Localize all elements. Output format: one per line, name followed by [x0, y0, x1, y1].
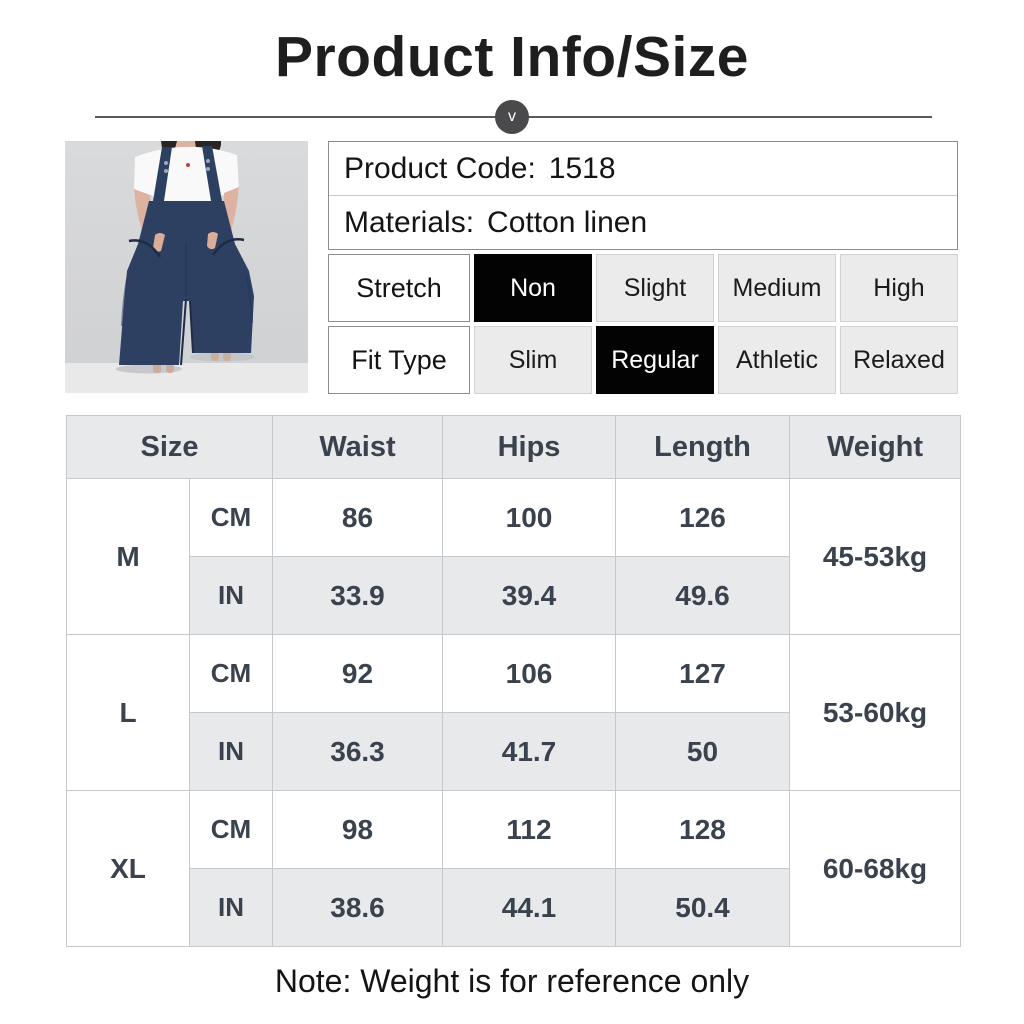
m-weight: 45-53kg [789, 478, 961, 635]
table-row: IN 33.9 39.4 49.6 [67, 556, 961, 635]
photo-floor [65, 363, 308, 393]
fit-option-slim: Slim [474, 326, 592, 394]
size-l: L [66, 634, 190, 791]
fit-type-label: Fit Type [328, 326, 470, 394]
unit-cm: CM [189, 790, 273, 869]
stretch-row: Stretch Non Slight Medium High [328, 254, 958, 322]
fit-option-regular: Regular [596, 326, 714, 394]
size-m: M [66, 478, 190, 635]
m-in-hips: 39.4 [442, 556, 616, 635]
m-in-length: 49.6 [615, 556, 790, 635]
size-xl: XL [66, 790, 190, 947]
table-row: IN 36.3 41.7 50 [67, 712, 961, 791]
product-code-row: Product Code: 1518 [329, 142, 957, 195]
header-weight: Weight [789, 415, 961, 479]
m-in-waist: 33.9 [272, 556, 443, 635]
fit-option-relaxed: Relaxed [840, 326, 958, 394]
m-cm-length: 126 [615, 478, 790, 557]
overall-strap [153, 147, 172, 201]
table-row: L CM 92 106 127 53-60kg [66, 634, 961, 791]
l-cm-hips: 106 [442, 634, 616, 713]
fit-type-row: Fit Type Slim Regular Athletic Relaxed [328, 326, 958, 394]
unit-cm: CM [189, 478, 273, 557]
materials-label: Materials: [344, 205, 475, 239]
chevron-glyph: v [508, 108, 516, 125]
materials-row: Materials: Cotton linen [329, 195, 957, 249]
l-cm-length: 127 [615, 634, 790, 713]
unit-cm: CM [189, 634, 273, 713]
size-chart-header-row: Size Waist Hips Length Weight [66, 415, 961, 479]
stretch-option-non: Non [474, 254, 592, 322]
header-waist: Waist [272, 415, 443, 479]
l-cm-waist: 92 [272, 634, 443, 713]
table-row: M CM 86 100 126 45-53kg [66, 478, 961, 635]
white-tshirt [134, 146, 239, 203]
product-code-label: Product Code: [344, 151, 536, 185]
size-chart-table: Size Waist Hips Length Weight M CM 86 10… [66, 415, 961, 947]
table-row: XL CM 98 112 128 60-68kg [66, 790, 961, 947]
l-weight: 53-60kg [789, 634, 961, 791]
xl-in-length: 50.4 [615, 868, 790, 947]
header-hips: Hips [442, 415, 616, 479]
xl-weight: 60-68kg [789, 790, 961, 947]
l-in-waist: 36.3 [272, 712, 443, 791]
xl-cm-hips: 112 [442, 790, 616, 869]
product-code-value: 1518 [548, 151, 616, 185]
unit-in: IN [189, 712, 273, 791]
weight-reference-note: Note: Weight is for reference only [274, 963, 750, 999]
l-in-hips: 41.7 [442, 712, 616, 791]
page-title: Product Info/Size [274, 25, 750, 89]
xl-cm-length: 128 [615, 790, 790, 869]
model-hand [153, 233, 165, 252]
unit-in: IN [189, 556, 273, 635]
xl-in-waist: 38.6 [272, 868, 443, 947]
xl-in-hips: 44.1 [442, 868, 616, 947]
m-cm-hips: 100 [442, 478, 616, 557]
stretch-label: Stretch [328, 254, 470, 322]
product-info-panel: Product Code: 1518 Materials: Cotton lin… [328, 141, 958, 394]
header-size: Size [66, 415, 273, 479]
header-length: Length [615, 415, 790, 479]
xl-cm-waist: 98 [272, 790, 443, 869]
product-photo [65, 141, 308, 393]
table-row: IN 38.6 44.1 50.4 [67, 868, 961, 947]
stretch-option-high: High [840, 254, 958, 322]
stretch-option-slight: Slight [596, 254, 714, 322]
chevron-down-icon: v [495, 100, 529, 134]
necklace-pendant [186, 163, 190, 167]
unit-in: IN [189, 868, 273, 947]
fit-option-athletic: Athletic [718, 326, 836, 394]
materials-value: Cotton linen [487, 205, 648, 239]
l-in-length: 50 [615, 712, 790, 791]
stretch-option-medium: Medium [718, 254, 836, 322]
m-cm-waist: 86 [272, 478, 443, 557]
